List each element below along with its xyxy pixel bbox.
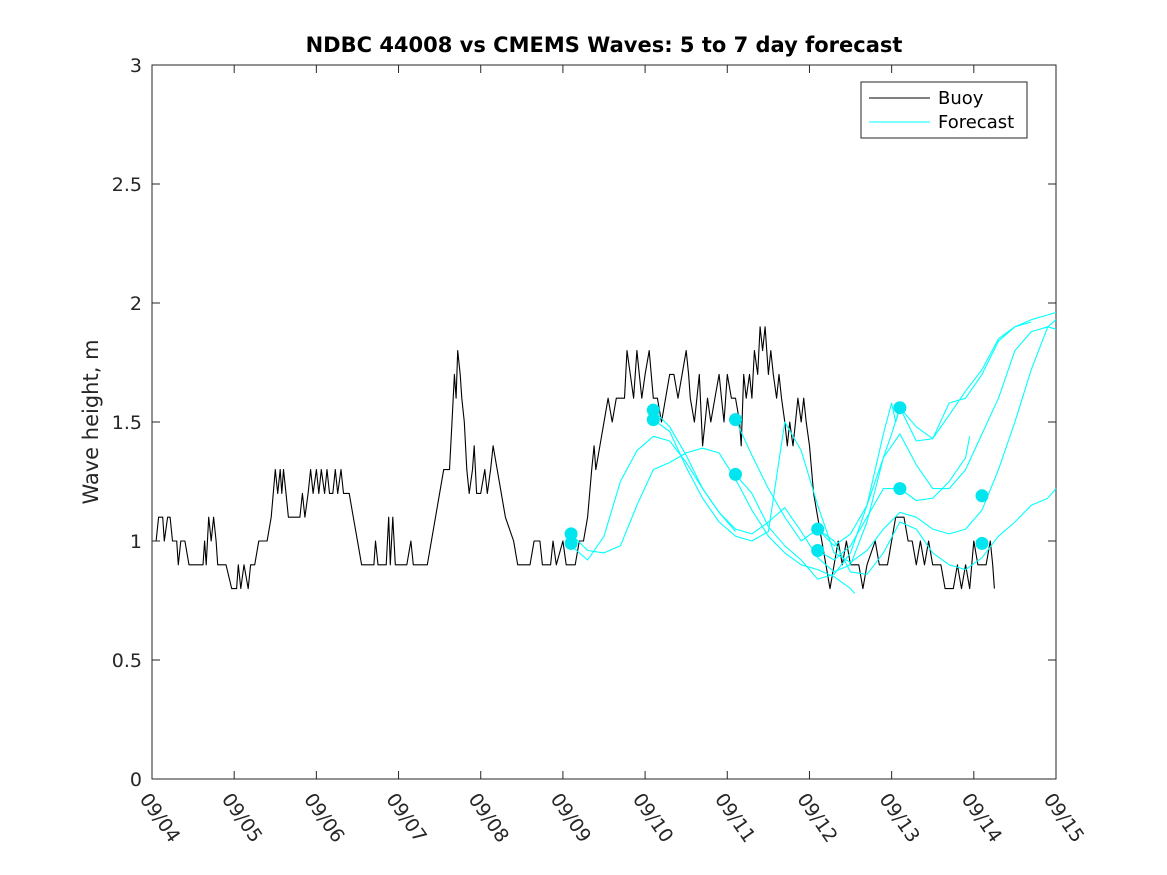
forecast-line-7 (817, 321, 1032, 547)
y-tick-label: 0 (130, 769, 142, 791)
forecast-start-marker-12 (975, 536, 989, 550)
y-tick-label: 2 (130, 293, 142, 315)
forecast-start-marker-11 (975, 489, 989, 503)
forecast-start-marker-3 (646, 403, 660, 417)
forecast-line-4 (652, 319, 1057, 563)
forecast-start-marker-5 (729, 413, 742, 427)
forecast-start-marker-6 (729, 467, 742, 481)
legend: Buoy Forecast (860, 81, 1028, 139)
y-tick-label: 2.5 (112, 174, 142, 196)
y-tick-label: 3 (130, 55, 142, 77)
chart-title: NDBC 44008 vs CMEMS Waves: 5 to 7 day fo… (306, 33, 903, 57)
buoy-line (152, 326, 995, 590)
forecast-start-marker-8 (811, 544, 825, 557)
forecast-start-marker-9 (893, 401, 907, 415)
forecast-start-marker-4 (646, 413, 660, 427)
series-layer (152, 311, 1057, 594)
y-tick-label: 1 (130, 531, 142, 553)
y-tick-label: 1.5 (112, 412, 142, 434)
y-tick-label: 0.5 (112, 650, 142, 672)
legend-forecast-label: Forecast (938, 112, 1014, 133)
legend-box (860, 81, 1028, 139)
forecast-line-2 (570, 447, 856, 594)
forecast-start-marker-1 (564, 527, 578, 541)
y-axis-label: Wave height, m (79, 339, 103, 504)
forecast-start-marker-2 (564, 536, 578, 550)
legend-buoy-label: Buoy (938, 88, 984, 109)
forecast-line-3 (652, 326, 1057, 573)
marker-layer (564, 401, 989, 557)
forecast-start-marker-7 (811, 522, 825, 536)
forecast-line-5 (735, 419, 1057, 575)
forecast-start-marker-10 (893, 482, 907, 496)
